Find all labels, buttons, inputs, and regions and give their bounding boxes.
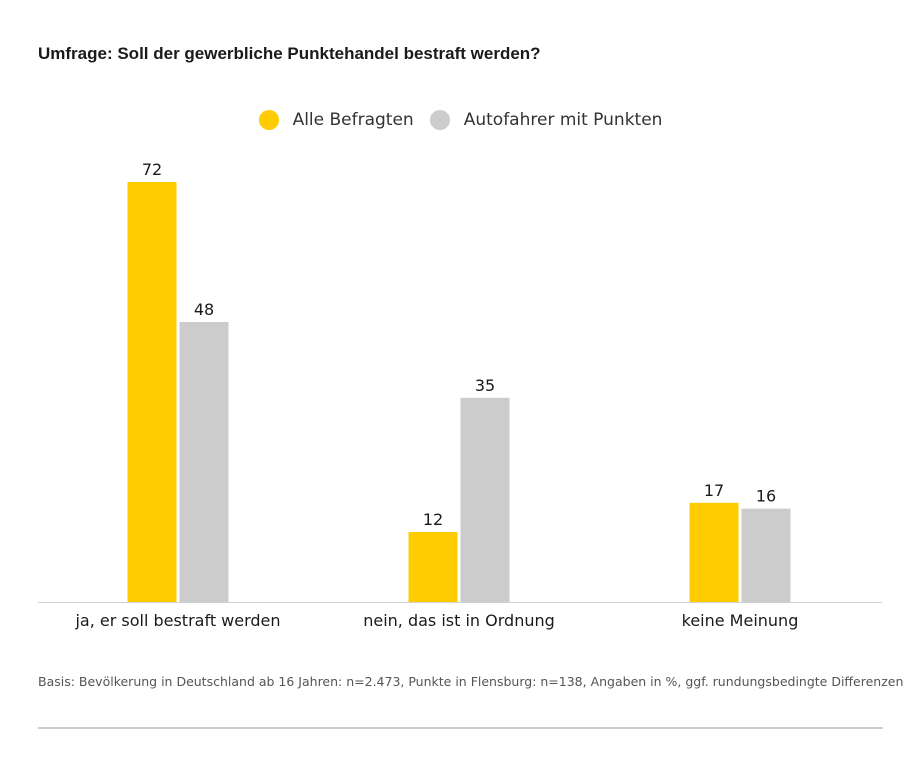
- footnote: Basis: Bevölkerung in Deutschland ab 16 …: [38, 674, 904, 689]
- data-label: 72: [142, 160, 162, 179]
- legend-item-alle-befragten: Alle Befragten: [258, 110, 414, 130]
- chart-title: Umfrage: Soll der gewerbliche Punktehand…: [38, 44, 541, 63]
- bar-chart: 72 48 ja, er soll bestraft werden 12 35 nein,…: [38, 160, 882, 630]
- data-label: 12: [423, 510, 443, 529]
- legend-swatch-alle-befragten: [258, 110, 279, 130]
- bottom-divider: [38, 727, 883, 729]
- category-label: keine Meinung: [682, 611, 799, 630]
- bar-autofahrer-0: [179, 322, 229, 602]
- bar-alle-befragten-2: [689, 502, 739, 602]
- legend-item-autofahrer: Autofahrer mit Punkten: [429, 110, 663, 130]
- bar-alle-befragten-0: [127, 182, 177, 602]
- legend: Alle Befragten Autofahrer mit Punkten: [0, 110, 921, 130]
- data-label: 16: [756, 487, 776, 506]
- legend-label-autofahrer: Autofahrer mit Punkten: [463, 110, 663, 130]
- bar-autofahrer-2: [741, 508, 791, 602]
- category-label: nein, das ist in Ordnung: [363, 611, 555, 630]
- bar-alle-befragten-1: [408, 532, 458, 602]
- data-label: 17: [704, 481, 724, 500]
- legend-label-alle-befragten: Alle Befragten: [292, 110, 414, 130]
- legend-swatch-autofahrer: [429, 110, 450, 130]
- category-label: ja, er soll bestraft werden: [74, 611, 280, 630]
- bar-autofahrer-1: [460, 397, 510, 602]
- data-label: 35: [475, 376, 495, 395]
- data-label: 48: [194, 300, 214, 319]
